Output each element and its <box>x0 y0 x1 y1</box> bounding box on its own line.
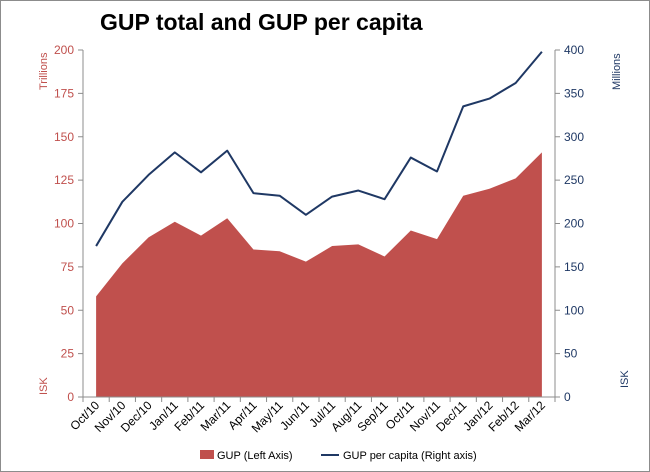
x-tick-label: Mar/11 <box>198 398 234 434</box>
area-layer <box>96 152 542 397</box>
x-tick-label: Mar/12 <box>512 398 549 435</box>
right-axis-ticks: 0 50 100 150 200 250 300 350 400 <box>555 43 584 404</box>
right-axis-unit-top: Millions <box>611 53 623 90</box>
legend-label-gup-per-capita: GUP per capita (Right axis) <box>343 450 477 462</box>
right-tick-label: 350 <box>564 86 584 100</box>
left-axis-unit-top: Trillions <box>38 52 50 90</box>
left-tick-label: 75 <box>61 260 75 274</box>
right-tick-label: 250 <box>564 173 584 187</box>
gup-area <box>96 152 542 397</box>
gup-per-capita-line <box>95 51 543 247</box>
left-axis: 0 25 50 75 100 125 150 175 200 Trillions ISK <box>38 43 84 404</box>
left-tick-label: 25 <box>61 347 75 361</box>
right-axis-unit-bottom: ISK <box>619 370 631 388</box>
left-tick-label: 125 <box>54 173 74 187</box>
right-tick-label: 50 <box>564 347 578 361</box>
legend: GUP (Left Axis) GUP per capita (Right ax… <box>200 450 477 462</box>
legend-label-gup: GUP (Left Axis) <box>217 450 293 462</box>
right-tick-label: 300 <box>564 130 584 144</box>
chart-title: GUP total and GUP per capita <box>100 9 423 35</box>
right-tick-label: 0 <box>564 390 571 404</box>
left-tick-label: 50 <box>61 303 75 317</box>
left-tick-label: 200 <box>54 43 74 57</box>
legend-swatch-gup <box>200 450 214 459</box>
left-axis-ticks: 0 25 50 75 100 125 150 175 200 <box>54 43 83 404</box>
right-tick-label: 100 <box>564 303 584 317</box>
left-tick-label: 175 <box>54 86 74 100</box>
line-layer <box>95 51 543 247</box>
x-tick-label: Sep/11 <box>355 398 391 434</box>
right-axis: 0 50 100 150 200 250 300 350 400 Millions ISK <box>554 43 631 404</box>
x-axis-ticks: Oct/10Nov/10Dec/10Jan/11Feb/11Mar/11Apr/… <box>67 397 556 435</box>
left-tick-label: 150 <box>54 130 74 144</box>
left-axis-unit-bottom: ISK <box>38 377 50 395</box>
left-tick-label: 100 <box>54 217 74 231</box>
x-axis: Oct/10Nov/10Dec/10Jan/11Feb/11Mar/11Apr/… <box>67 396 556 435</box>
right-tick-label: 200 <box>564 217 584 231</box>
right-tick-label: 400 <box>564 43 584 57</box>
right-tick-label: 150 <box>564 260 584 274</box>
left-tick-label: 0 <box>67 390 74 404</box>
x-tick-label: Jun/11 <box>277 398 312 433</box>
